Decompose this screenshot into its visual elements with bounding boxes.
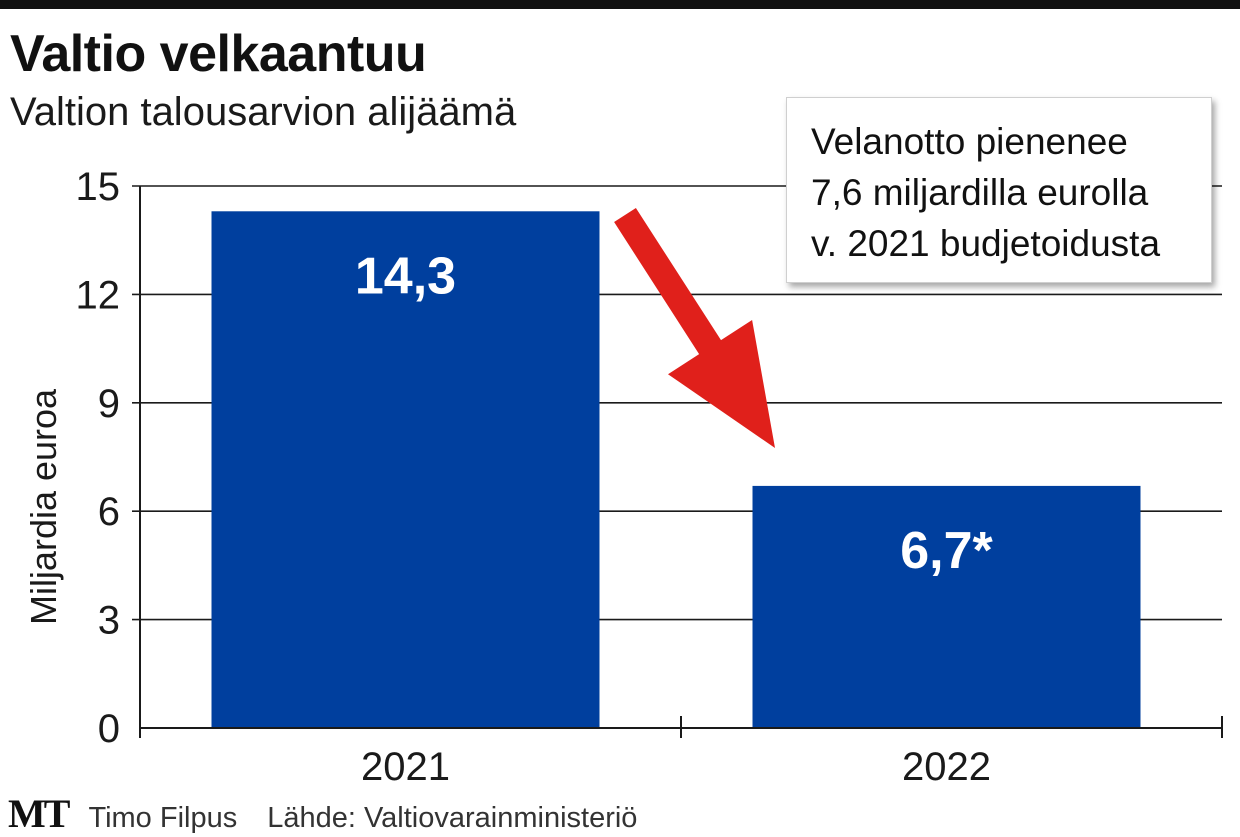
author-credit: Timo Filpus <box>88 802 238 834</box>
data-label-2021: 14,3 <box>355 247 456 305</box>
y-tick-label-6: 6 <box>98 490 120 534</box>
bar-2021 <box>211 211 600 728</box>
source-credit: Lähde: Valtiovarainministeriö <box>267 802 638 834</box>
chart-title: Valtio velkaantuu <box>10 25 427 83</box>
y-axis-title: Miljardia euroa <box>23 388 64 625</box>
bar-2022 <box>752 485 1141 728</box>
y-tick-label-3: 3 <box>98 599 120 643</box>
chart-subtitle: Valtion talousarvion alijäämä <box>10 90 517 134</box>
mt-logo: MT <box>8 791 70 836</box>
footer: MT Timo Filpus Lähde: Valtiovarainminist… <box>8 790 638 836</box>
x-tick-label-2022: 2022 <box>902 745 991 789</box>
callout-box: Velanotto pienenee 7,6 miljardilla eurol… <box>786 97 1212 283</box>
callout-line-3: v. 2021 budjetoidusta <box>811 223 1161 264</box>
data-label-2022: 6,7* <box>900 522 993 580</box>
y-tick-label-9: 9 <box>98 382 120 426</box>
callout-line-2: 7,6 miljardilla eurolla <box>811 172 1149 213</box>
y-tick-label-0: 0 <box>98 707 120 751</box>
top-rule <box>0 0 1240 9</box>
y-tick-label-12: 12 <box>76 273 121 317</box>
x-tick-label-2021: 2021 <box>361 745 450 789</box>
callout-line-1: Velanotto pienenee <box>811 121 1128 162</box>
decrease-arrow-icon <box>614 208 775 448</box>
y-tick-label-15: 15 <box>76 165 121 209</box>
